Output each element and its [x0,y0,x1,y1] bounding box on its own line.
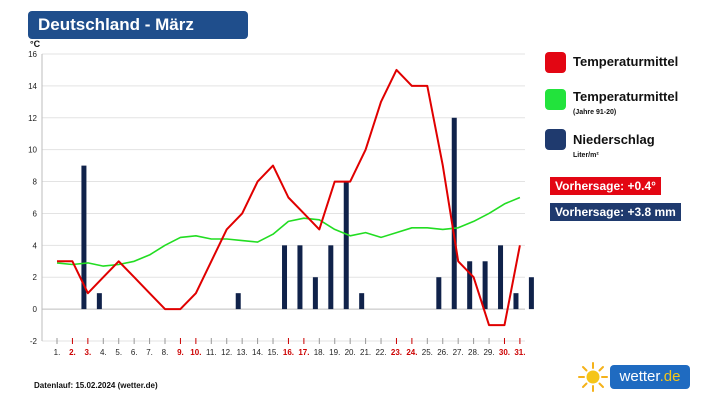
x-tick-label: 22. [375,348,386,357]
x-axis-ticks: 1. 2. 3. 4. 5. 6. 7. 8. 9. 10. 11. 12. 13. 14. 15. 16. 1… [54,338,525,357]
x-tick-label: 27. [453,348,464,357]
legend-normal-label: Temperaturmittel [573,89,679,104]
y-axis-ticks: -2 0 2 4 6 8 10 12 14 16 [28,50,37,346]
x-tick-label: 12. [221,348,232,357]
logo-tld: .de [659,368,681,385]
x-tick-label: 8. [162,348,169,357]
x-tick-label: 24. [406,348,417,357]
x-tick-label: 11. [206,348,217,357]
x-tick-label: 6. [131,348,138,357]
precipitation-bar [482,261,488,310]
y-tick-label: 8 [33,178,38,187]
precipitation-bar [513,293,519,310]
y-tick-label: 12 [28,114,37,123]
footer-data-run: Datenlauf: 15.02.2024 (wetter.de) [34,381,158,390]
forecast-precipitation-badge: Vorhersage: +3.8 mm [550,203,681,221]
x-tick-label: 1. [54,348,61,357]
legend-precipitation-swatch [545,129,566,150]
x-tick-label: 16. [283,348,294,357]
x-tick-label: 18. [314,348,325,357]
y-tick-label: 0 [33,305,38,314]
legend-normal-sub: (Jahre 91-20) [573,109,617,116]
logo-name: wetter [619,368,660,385]
legend-temperature-swatch [545,52,566,73]
precipitation-bar [81,165,87,310]
y-tick-label: 16 [28,50,37,59]
x-tick-label: 17. [298,348,309,357]
precipitation-bar [312,277,318,310]
precipitation-bar [498,245,504,310]
x-tick-label: 2. [69,348,76,357]
y-axis-label: °C [30,39,41,49]
precipitation-bar [467,261,473,310]
precipitation-bar [235,293,241,310]
y-tick-label: 4 [33,241,38,250]
grid [41,53,525,342]
x-tick-label: 4. [100,348,107,357]
precipitation-bar [328,245,334,310]
precipitation-bar [359,293,365,310]
x-tick-label: 20. [345,348,356,357]
x-tick-label: 28. [468,348,479,357]
legend-precipitation-label: Niederschlag [573,132,655,147]
x-tick-label: 31. [514,348,525,357]
x-tick-label: 29. [483,348,494,357]
wetter-logo: wetter.de [578,362,690,392]
precipitation-bar [528,277,534,310]
x-tick-label: 15. [267,348,278,357]
temperature-line [57,68,521,327]
precipitation-bar [297,245,303,310]
x-tick-label: 30. [499,348,510,357]
y-tick-label: 14 [28,82,37,91]
legend-temperature-label: Temperaturmittel [573,54,679,69]
precipitation-bar [436,277,442,310]
precipitation-bar [282,245,288,310]
x-tick-label: 13. [237,348,248,357]
precipitation-bar [451,117,457,310]
x-tick-label: 14. [252,348,263,357]
x-tick-label: 10. [190,348,201,357]
x-tick-label: 3. [85,348,92,357]
x-tick-label: 23. [391,348,402,357]
y-tick-label: -2 [30,337,38,346]
wetter-logo-text: wetter.de [610,365,690,389]
legend-normal-swatch [545,89,566,110]
x-tick-label: 9. [177,348,184,357]
x-tick-label: 19. [329,348,340,357]
x-tick-label: 7. [146,348,153,357]
x-tick-label: 26. [437,348,448,357]
normal-temperature-line [56,196,521,267]
forecast-temperature-badge: Vorhersage: +0.4° [550,177,661,195]
legend-precipitation-sub: Liter/m² [573,152,599,159]
precipitation-bar [343,181,349,310]
temperature-lines [56,68,521,327]
y-tick-label: 2 [33,273,38,282]
sun-icon [578,362,608,392]
x-tick-label: 25. [422,348,433,357]
y-tick-label: 10 [28,146,37,155]
precipitation-bar [96,293,102,310]
x-tick-label: 5. [115,348,122,357]
precipitation-bars [81,117,534,310]
chart-title: Deutschland - März [28,11,248,39]
y-tick-label: 6 [33,209,38,218]
x-tick-label: 21. [360,348,371,357]
